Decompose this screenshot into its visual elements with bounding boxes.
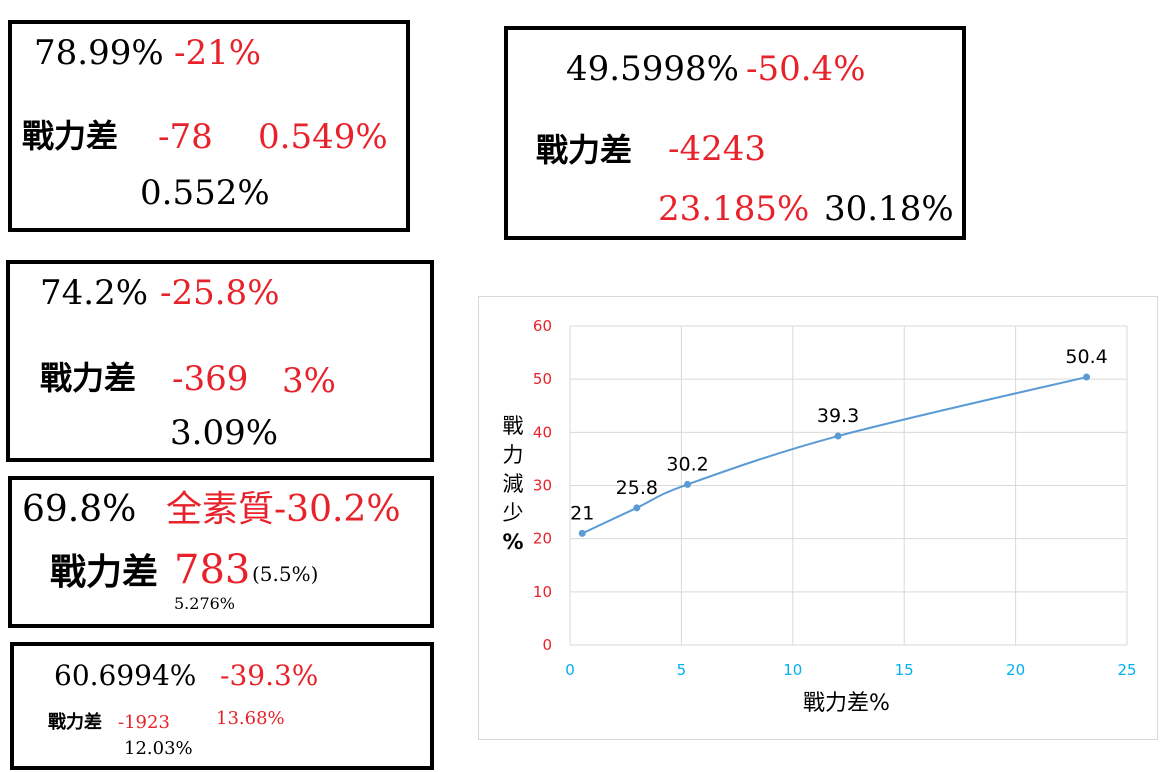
x-tick-label: 0 xyxy=(565,661,575,679)
box4-drop: 全素質-30.2% xyxy=(166,489,401,530)
box1-ratio: 0.549% xyxy=(258,117,388,157)
y-axis-title-char: 力 xyxy=(503,443,524,467)
x-tick-label: 25 xyxy=(1117,661,1136,679)
data-label: 30.2 xyxy=(666,453,708,475)
box4-diff-value: 783 xyxy=(174,547,251,593)
box4-ratio2: 5.276% xyxy=(174,594,236,613)
box3-percentage: 74.2% xyxy=(40,273,149,313)
box3-drop: -25.8% xyxy=(160,273,280,313)
box1-ratio2: 0.552% xyxy=(140,173,270,213)
data-point xyxy=(633,504,641,512)
data-point xyxy=(578,529,586,537)
line-chart: 0 5 10 15 20 25 0 10 20 30 40 50 60 21 25.8 30.2 39.3 50.… xyxy=(502,317,1136,716)
data-point xyxy=(1083,373,1091,381)
box3-ratio2: 3.09% xyxy=(170,413,279,453)
box4-percentage: 69.8% xyxy=(22,489,137,530)
stat-box-1: 78.99% -21% 戰力差 -78 0.549% 0.552% xyxy=(8,20,410,232)
box5-diff-value: -1923 xyxy=(118,712,170,733)
box3-diff-label: 戰力差 xyxy=(40,359,137,397)
box1-percentage: 78.99% xyxy=(34,33,164,73)
stat-box-2: 49.5998% -50.4% 戰力差 -4243 23.185% 30.18% xyxy=(504,26,966,240)
x-tick-label: 15 xyxy=(895,661,914,679)
box4-note: (5.5%) xyxy=(252,562,319,586)
y-axis-title-char: 戰 xyxy=(503,414,524,438)
box2-percentage: 49.5998% xyxy=(566,49,739,89)
box2-drop: -50.4% xyxy=(746,49,866,89)
box5-ratio2: 12.03% xyxy=(124,738,193,759)
stat-box-3: 74.2% -25.8% 戰力差 -369 3% 3.09% xyxy=(6,260,434,462)
y-axis-title-char: 少 xyxy=(503,501,524,525)
box2-diff-value: -4243 xyxy=(668,129,767,169)
x-tick-label: 10 xyxy=(783,661,802,679)
stat-box-4: 69.8% 全素質-30.2% 戰力差 783 (5.5%) 5.276% xyxy=(8,476,434,628)
data-label: 39.3 xyxy=(817,405,859,427)
data-point xyxy=(834,432,842,440)
box3-diff-value: -369 xyxy=(172,359,249,399)
x-tick-label: 20 xyxy=(1006,661,1025,679)
y-axis-title-char: 減 xyxy=(503,472,524,496)
box1-diff-label: 戰力差 xyxy=(22,117,119,155)
box5-percentage: 60.6994% xyxy=(54,659,197,692)
y-tick-label: 0 xyxy=(542,636,552,654)
box5-diff-label: 戰力差 xyxy=(48,712,102,733)
series-line xyxy=(581,376,1087,535)
box5-ratio: 13.68% xyxy=(216,708,285,729)
y-tick-label: 30 xyxy=(533,477,552,495)
box3-ratio: 3% xyxy=(282,361,336,401)
y-tick-label: 10 xyxy=(533,583,552,601)
box1-drop: -21% xyxy=(174,33,262,73)
y-tick-label: 40 xyxy=(533,423,552,441)
box2-ratio2: 30.18% xyxy=(824,189,954,229)
chart-panel: 0 5 10 15 20 25 0 10 20 30 40 50 60 21 25.8 30.2 39.3 50.… xyxy=(478,296,1158,740)
data-label: 50.4 xyxy=(1065,346,1107,368)
y-axis-title-char: % xyxy=(502,530,523,554)
box1-diff-value: -78 xyxy=(158,117,213,157)
y-tick-label: 50 xyxy=(533,370,552,388)
box5-drop: -39.3% xyxy=(220,659,319,692)
x-axis-title: 戰力差% xyxy=(803,691,890,716)
y-tick-label: 60 xyxy=(533,317,552,335)
y-tick-label: 20 xyxy=(533,530,552,548)
x-tick-label: 5 xyxy=(677,661,687,679)
box4-diff-label: 戰力差 xyxy=(50,551,159,593)
box2-ratio: 23.185% xyxy=(658,189,810,229)
data-label: 25.8 xyxy=(616,477,658,499)
data-label: 21 xyxy=(570,502,594,524)
box2-diff-label: 戰力差 xyxy=(536,131,633,169)
stat-box-5: 60.6994% -39.3% 戰力差 -1923 13.68% 12.03% xyxy=(10,642,434,770)
data-point xyxy=(684,480,692,488)
